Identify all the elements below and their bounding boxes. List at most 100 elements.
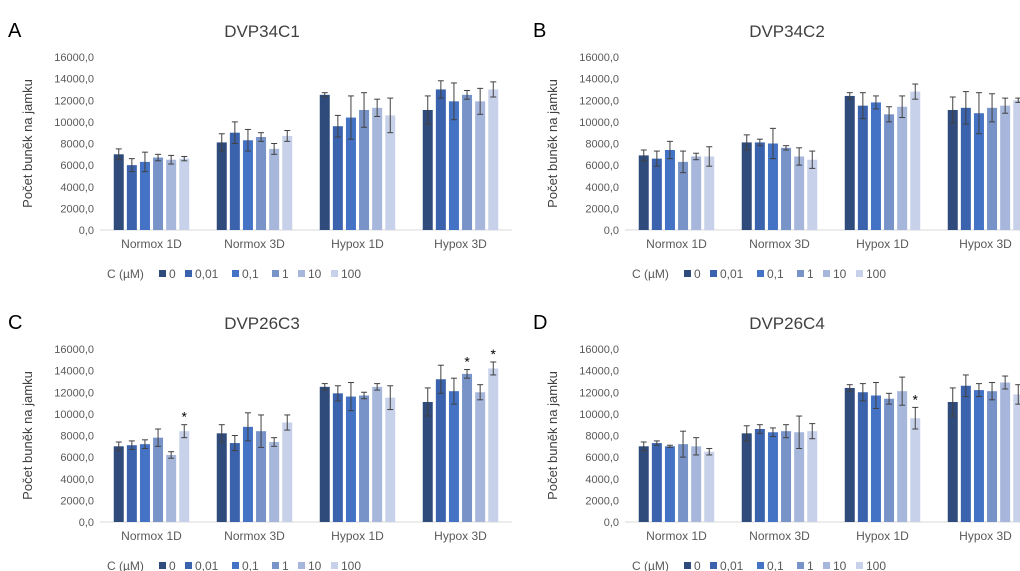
legend-swatch (298, 270, 305, 277)
bar-normox-1d-c4 (166, 160, 176, 230)
legend-swatch (710, 562, 717, 569)
bar-normox-3d-c4 (794, 156, 804, 230)
bar-normox-3d-c2 (768, 432, 778, 522)
x-tick-label: Hypox 3D (959, 237, 1012, 251)
bar-hypox-3d-c0 (423, 402, 433, 522)
bar-normox-3d-c5 (282, 136, 292, 230)
bar-normox-1d-c5 (179, 159, 189, 230)
y-tick-label: 16000,0 (579, 344, 619, 356)
legend-label: 10 (308, 559, 322, 571)
significance-marker: * (913, 391, 919, 407)
bar-hypox-3d-c3 (462, 374, 472, 522)
legend-swatch (710, 270, 717, 277)
bar-normox-1d-c2 (665, 446, 675, 522)
chart-title: DVP34C2 (749, 22, 825, 41)
legend-swatch (185, 270, 192, 277)
y-axis-label: Počet buněk na jamku (545, 79, 560, 208)
y-tick-label: 14000,0 (54, 366, 94, 378)
legend-swatch (272, 562, 279, 569)
x-tick-label: Normox 3D (749, 237, 810, 251)
legend-swatch (272, 270, 279, 277)
bar-normox-1d-c3 (153, 158, 163, 230)
legend-swatch (684, 562, 691, 569)
y-tick-label: 14000,0 (579, 366, 619, 378)
bar-hypox-1d-c2 (871, 395, 881, 522)
y-axis-label: Počet buněk na jamku (545, 371, 560, 500)
y-tick-label: 16000,0 (54, 344, 94, 356)
x-tick-label: Normox 1D (646, 237, 707, 251)
bar-hypox-3d-c3 (987, 391, 997, 522)
y-tick-label: 14000,0 (579, 74, 619, 86)
y-tick-label: 0,0 (604, 225, 619, 237)
bar-normox-3d-c4 (269, 149, 279, 230)
bar-hypox-1d-c2 (346, 397, 356, 522)
bar-hypox-1d-c4 (897, 391, 907, 522)
bar-normox-3d-c1 (755, 142, 765, 230)
legend-label: 0,1 (767, 267, 784, 281)
y-tick-label: 0,0 (604, 517, 619, 529)
bar-normox-1d-c2 (665, 150, 675, 230)
bar-hypox-1d-c1 (333, 393, 343, 522)
legend-swatch (232, 562, 239, 569)
significance-marker: * (182, 409, 188, 425)
legend-label: 1 (807, 267, 814, 281)
y-tick-label: 0,0 (79, 225, 94, 237)
chart-title: DVP26C3 (224, 314, 300, 333)
bar-hypox-1d-c3 (884, 399, 894, 522)
bar-hypox-3d-c4 (475, 101, 485, 230)
x-tick-label: Normox 3D (749, 529, 810, 543)
legend-label: 100 (341, 267, 361, 281)
y-tick-label: 2000,0 (60, 495, 94, 507)
legend-label: 0 (169, 267, 176, 281)
legend-label: 0,1 (767, 559, 784, 571)
y-tick-label: 16000,0 (54, 52, 94, 64)
y-tick-label: 6000,0 (585, 160, 619, 172)
bar-hypox-1d-c0 (320, 387, 330, 522)
bar-normox-3d-c1 (230, 443, 240, 522)
legend-label: 0 (694, 559, 701, 571)
x-tick-label: Normox 3D (224, 237, 285, 251)
legend-label: 0 (694, 267, 701, 281)
bar-normox-1d-c2 (140, 444, 150, 522)
chart-title: DVP26C4 (749, 314, 825, 333)
chart-panel-c: C DVP26C3Počet buněk na jamku0,02000,0400… (8, 312, 512, 571)
legend-label: 1 (282, 559, 289, 571)
y-axis-label: Počet buněk na jamku (20, 79, 35, 208)
bar-normox-3d-c3 (256, 137, 266, 230)
legend-swatch (185, 562, 192, 569)
bar-hypox-1d-c4 (372, 108, 382, 230)
bar-hypox-3d-c3 (462, 95, 472, 230)
bar-normox-3d-c3 (781, 431, 791, 522)
bar-normox-1d-c1 (652, 443, 662, 522)
bar-normox-3d-c2 (243, 140, 253, 230)
bar-normox-1d-c3 (153, 438, 163, 522)
bar-hypox-1d-c0 (320, 95, 330, 230)
bar-hypox-3d-c1 (436, 379, 446, 522)
bar-hypox-3d-c5 (488, 368, 498, 522)
legend-swatch (823, 562, 830, 569)
legend-label: 0,1 (242, 559, 259, 571)
y-tick-label: 2000,0 (585, 495, 619, 507)
bar-hypox-3d-c1 (436, 89, 446, 230)
bar-normox-1d-c5 (704, 452, 714, 522)
bar-hypox-3d-c4 (1000, 106, 1010, 230)
y-tick-label: 6000,0 (60, 160, 94, 172)
bar-normox-3d-c5 (282, 423, 292, 522)
bar-hypox-3d-c2 (449, 391, 459, 522)
y-tick-label: 8000,0 (585, 139, 619, 151)
bar-hypox-3d-c4 (475, 392, 485, 522)
legend-label: 100 (866, 267, 886, 281)
bar-hypox-1d-c3 (359, 110, 369, 230)
bar-normox-1d-c0 (639, 155, 649, 230)
bar-hypox-1d-c5 (910, 418, 920, 522)
y-tick-label: 10000,0 (579, 409, 619, 421)
legend-label: 100 (341, 559, 361, 571)
x-tick-label: Hypox 3D (434, 237, 487, 251)
bar-hypox-1d-c3 (359, 395, 369, 522)
y-tick-label: 8000,0 (60, 139, 94, 151)
bar-hypox-1d-c5 (910, 92, 920, 230)
legend-swatch (331, 270, 338, 277)
y-tick-label: 10000,0 (54, 409, 94, 421)
bar-hypox-1d-c1 (858, 392, 868, 522)
